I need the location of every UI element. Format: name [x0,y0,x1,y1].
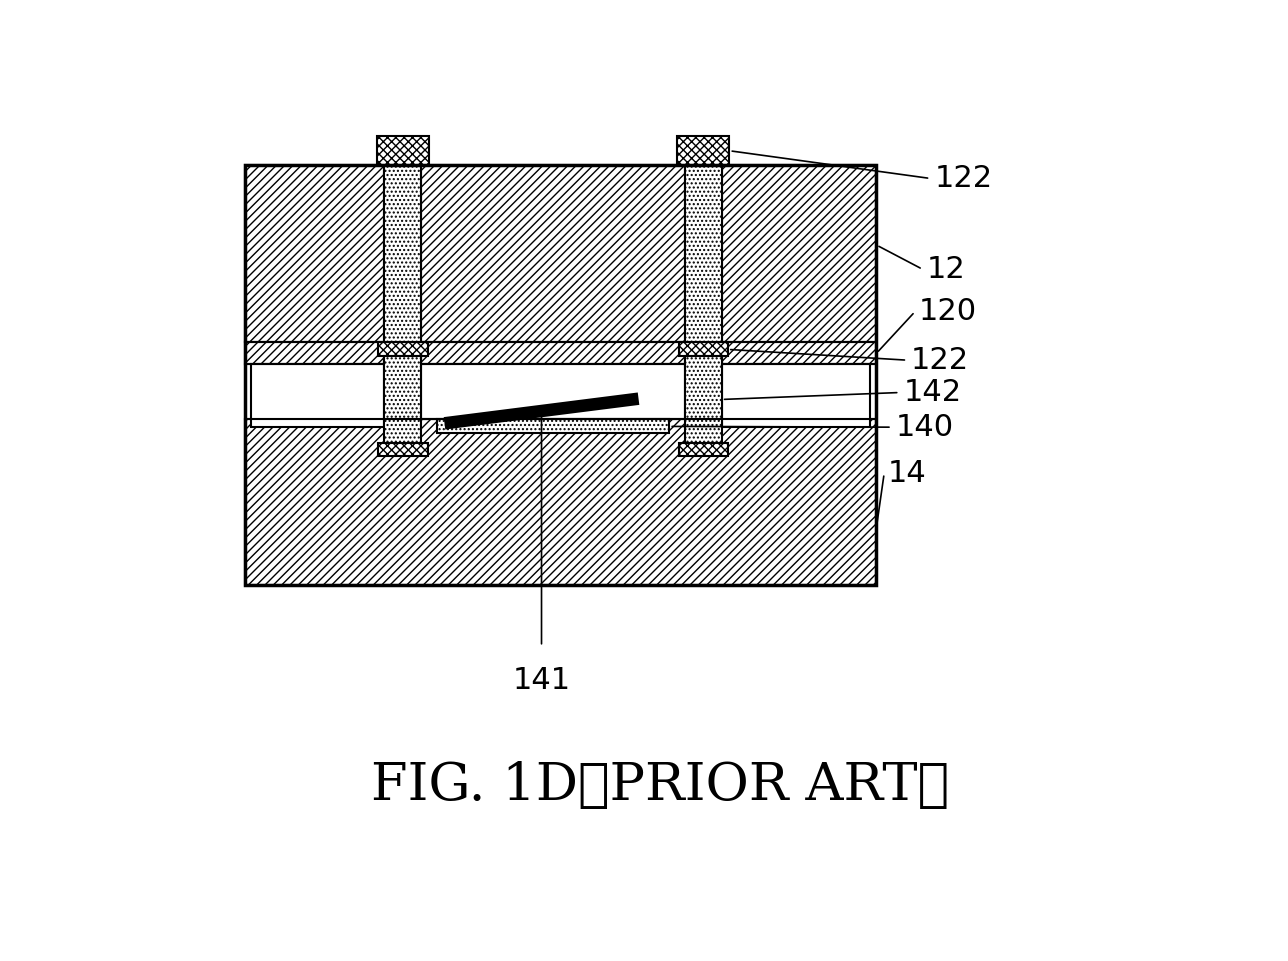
Bar [421,364,685,419]
Bar [384,357,421,443]
Bar [677,136,729,165]
Bar [379,342,428,357]
Text: 140: 140 [895,412,954,442]
Bar [421,165,685,342]
Bar [437,419,670,433]
Text: 122: 122 [911,346,970,375]
Bar [721,364,871,428]
Bar [421,342,685,364]
Text: 141: 141 [513,666,571,695]
Bar [251,364,384,428]
Text: 120: 120 [918,297,976,326]
Bar [679,443,728,456]
Bar [685,165,721,364]
Bar [245,165,384,342]
Text: 12: 12 [926,255,965,283]
Text: 14: 14 [887,458,927,488]
Bar [685,357,721,443]
Text: 142: 142 [903,378,962,407]
Bar [379,443,428,456]
Bar [245,419,876,585]
Bar [245,342,384,364]
Text: FIG. 1D（PRIOR ART）: FIG. 1D（PRIOR ART） [371,760,949,811]
Bar [384,165,421,364]
Bar [245,165,876,585]
Bar [679,342,728,357]
Bar [721,165,876,342]
Bar [376,136,429,165]
Bar [721,342,876,364]
Text: 122: 122 [934,164,992,193]
